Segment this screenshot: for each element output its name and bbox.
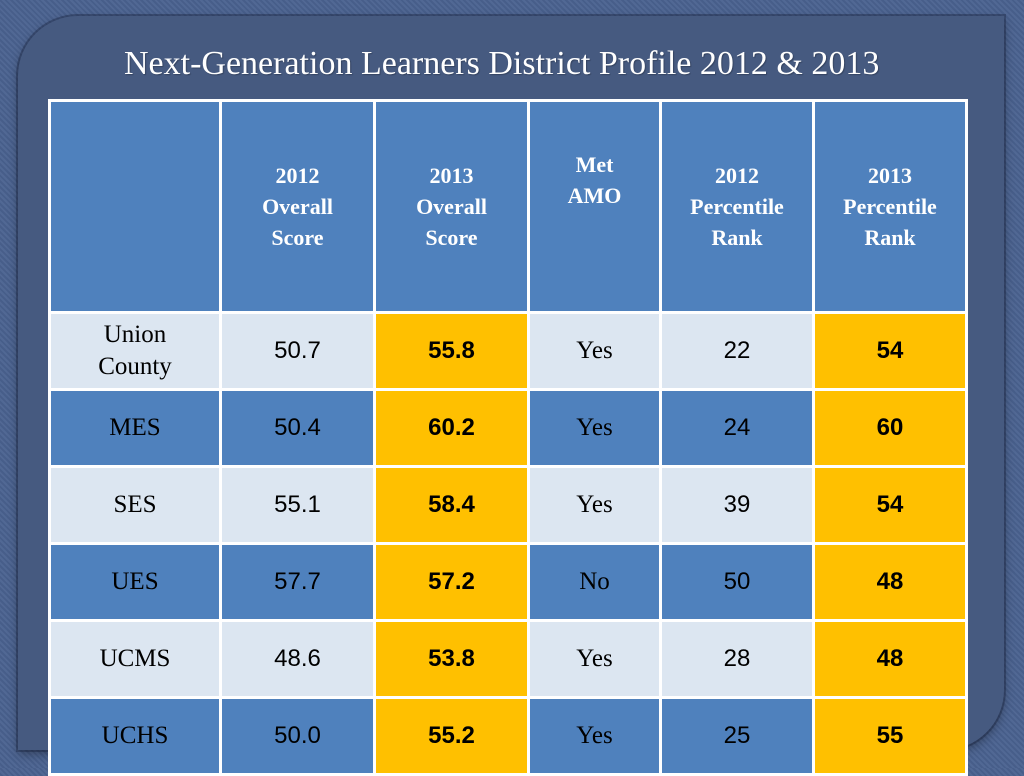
district-profile-table: 2012 Overall Score 2013 Overall Score Me… [48,99,968,776]
table-row: UCMS 48.6 53.8 Yes 28 48 [51,619,965,696]
rank-2013-cell: 48 [815,542,965,619]
header-line: 2013 [868,163,912,188]
row-name-cell: Union County [51,311,219,388]
score-2012-cell: 50.0 [222,696,373,773]
header-line: AMO [567,183,622,208]
header-line: 2013 [429,163,474,188]
table-row: MES 50.4 60.2 Yes 24 60 [51,388,965,465]
score-2012-cell: 55.1 [222,465,373,542]
met-amo-cell: Yes [530,465,659,542]
header-2013-percentile-rank: 2013 Percentile Rank [815,102,965,311]
score-2013-cell: 53.8 [376,619,527,696]
table-row: Union County 50.7 55.8 Yes 22 54 [51,311,965,388]
met-amo-cell: Yes [530,388,659,465]
row-name-cell: UCMS [51,619,219,696]
rank-2012-cell: 25 [662,696,812,773]
rank-2013-cell: 55 [815,696,965,773]
row-name-cell: MES [51,388,219,465]
score-2012-cell: 50.4 [222,388,373,465]
rank-2013-cell: 54 [815,465,965,542]
header-line: Overall [416,194,487,219]
header-line: 2012 [275,163,320,188]
header-line: Score [271,225,324,250]
row-name-cell: UCHS [51,696,219,773]
header-line: Percentile [690,194,784,219]
table-row: UCHS 50.0 55.2 Yes 25 55 [51,696,965,773]
header-2012-overall-score: 2012 Overall Score [222,102,373,311]
table-header-row: 2012 Overall Score 2013 Overall Score Me… [51,102,965,311]
header-line: Rank [711,225,763,250]
rank-2013-cell: 48 [815,619,965,696]
rank-2012-cell: 28 [662,619,812,696]
header-line: 2012 [715,163,759,188]
header-line: Rank [864,225,916,250]
row-name-cell: UES [51,542,219,619]
met-amo-cell: Yes [530,619,659,696]
header-line: Met [575,152,614,177]
rank-2012-cell: 50 [662,542,812,619]
score-2013-cell: 55.2 [376,696,527,773]
met-amo-cell: No [530,542,659,619]
rank-2012-cell: 24 [662,388,812,465]
table-row: UES 57.7 57.2 No 50 48 [51,542,965,619]
rank-2013-cell: 60 [815,388,965,465]
header-cell-blank [51,102,219,311]
rank-2012-cell: 22 [662,311,812,388]
met-amo-cell: Yes [530,696,659,773]
row-name-cell: SES [51,465,219,542]
score-2013-cell: 60.2 [376,388,527,465]
header-line: Percentile [843,194,937,219]
row-name-line: Union [103,321,167,348]
rank-2013-cell: 54 [815,311,965,388]
score-2013-cell: 57.2 [376,542,527,619]
score-2012-cell: 48.6 [222,619,373,696]
row-name-line: County [98,353,172,380]
score-2013-cell: 58.4 [376,465,527,542]
table-row: SES 55.1 58.4 Yes 39 54 [51,465,965,542]
slide-title: Next-Generation Learners District Profil… [124,45,880,82]
score-2012-cell: 57.7 [222,542,373,619]
header-2013-overall-score: 2013 Overall Score [376,102,527,311]
met-amo-cell: Yes [530,311,659,388]
header-2012-percentile-rank: 2012 Percentile Rank [662,102,812,311]
score-2013-cell: 55.8 [376,311,527,388]
rank-2012-cell: 39 [662,465,812,542]
header-line: Overall [262,194,333,219]
header-met-amo: Met AMO [530,102,659,311]
header-line: Score [425,225,478,250]
score-2012-cell: 50.7 [222,311,373,388]
